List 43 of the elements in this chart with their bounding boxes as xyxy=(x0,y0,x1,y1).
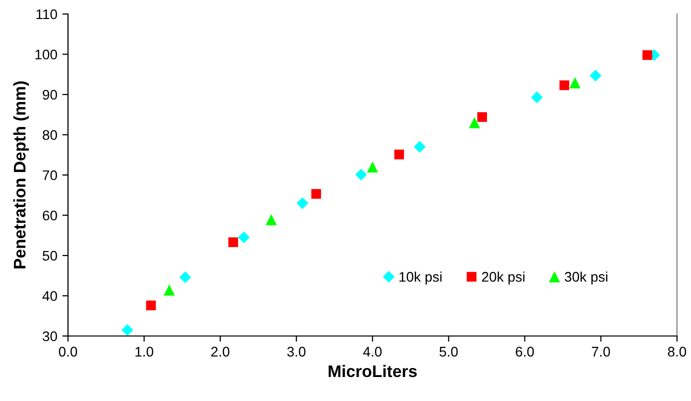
point xyxy=(228,237,238,248)
legend-label: 30k psi xyxy=(564,272,608,285)
point xyxy=(355,168,367,180)
x-axis-title: MicroLiters xyxy=(328,364,417,378)
y-tick-label: 50 xyxy=(42,250,58,261)
x-tick-label: 5.0 xyxy=(440,346,458,357)
x-tick-label: 2.0 xyxy=(211,346,230,357)
point xyxy=(238,231,250,244)
x-tick-label: 0.0 xyxy=(58,346,78,357)
point xyxy=(366,161,378,173)
y-tick-label: 30 xyxy=(42,331,58,342)
point xyxy=(642,50,652,60)
point xyxy=(311,189,322,199)
point xyxy=(590,70,602,82)
x-tick-label: 1.0 xyxy=(136,346,154,357)
legend-label: 20k psi xyxy=(482,272,524,285)
point xyxy=(477,112,487,122)
point xyxy=(531,91,543,104)
x-tick-label: 4.0 xyxy=(363,346,382,357)
y-tick-label: 60 xyxy=(42,210,58,220)
y-tick-label: 40 xyxy=(42,291,58,301)
point xyxy=(569,77,581,88)
x-tick-label: 8.0 xyxy=(668,346,686,357)
point xyxy=(468,117,480,128)
y-tick-label: 90 xyxy=(42,90,58,100)
x-tick-label: 3.0 xyxy=(287,346,306,357)
point xyxy=(559,80,570,90)
x-tick-label: 7.0 xyxy=(592,346,610,357)
y-tick-label: 70 xyxy=(42,170,58,180)
legend-label: 10k psi xyxy=(399,272,442,285)
y-tick-label: 110 xyxy=(36,9,58,20)
y-tick-label: 80 xyxy=(42,130,58,140)
point xyxy=(266,214,277,226)
point xyxy=(164,284,175,296)
point xyxy=(179,271,192,284)
point xyxy=(121,324,134,336)
x-tick-label: 6.0 xyxy=(516,346,534,357)
y-axis-title: Penetration Depth (mm) xyxy=(13,81,29,268)
y-tick-label: 100 xyxy=(35,50,58,60)
point xyxy=(146,300,156,310)
point xyxy=(394,150,404,160)
point xyxy=(296,197,308,210)
point xyxy=(414,140,426,153)
